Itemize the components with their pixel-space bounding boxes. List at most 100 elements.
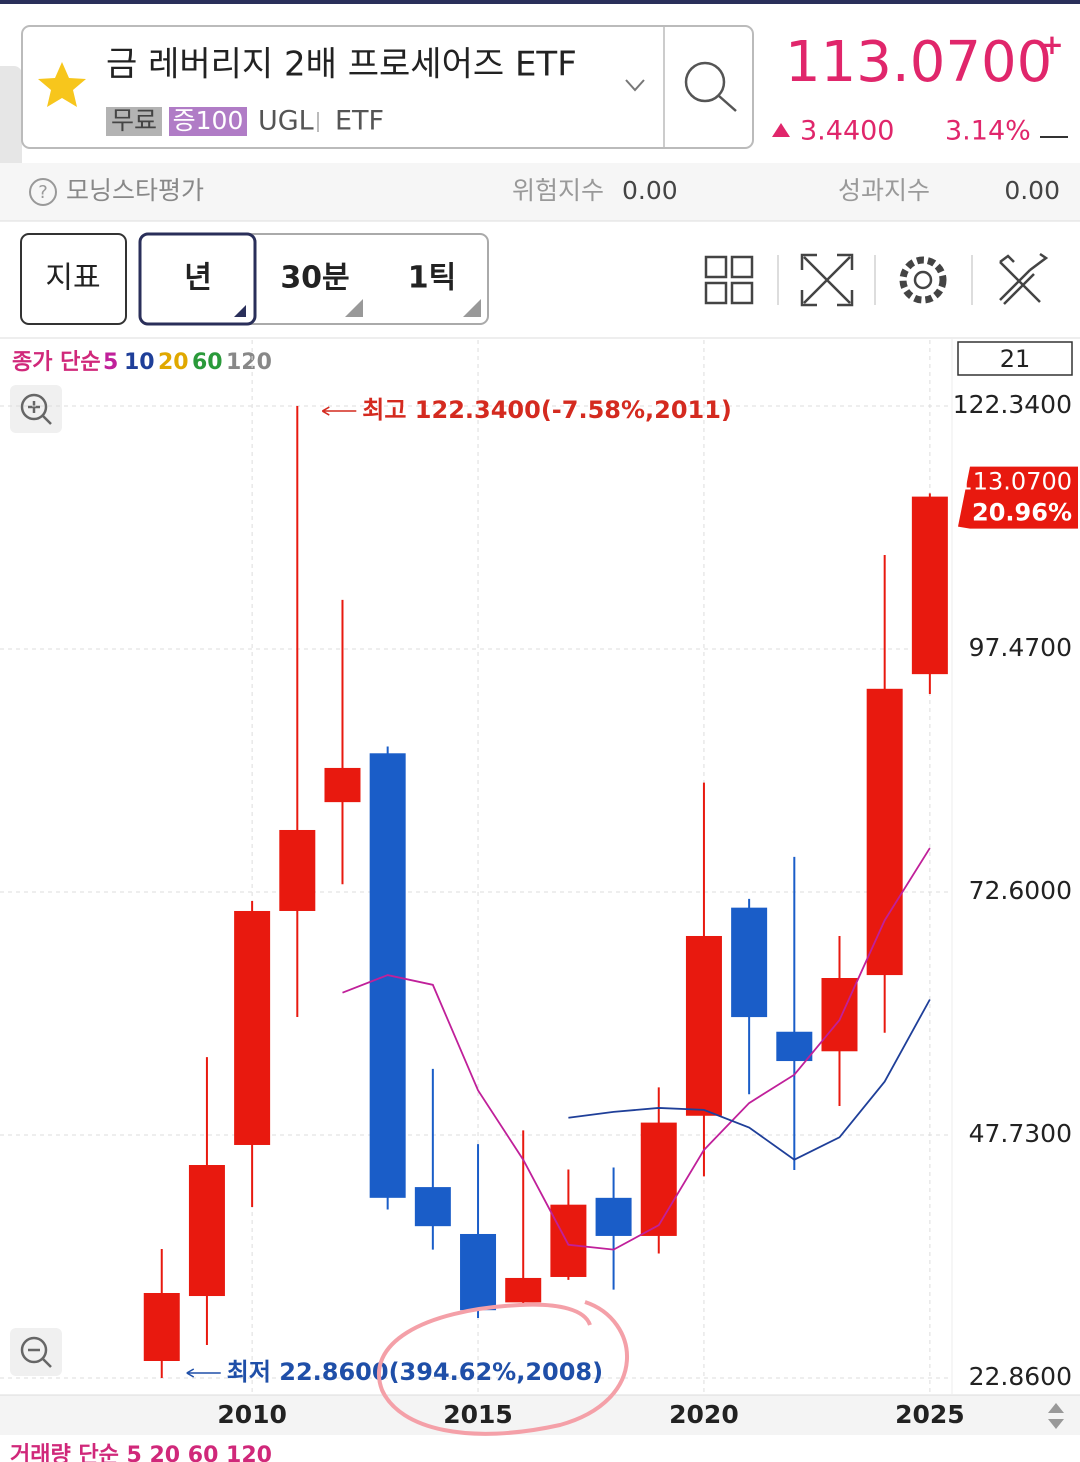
rating-value: 0.00 (622, 176, 678, 205)
price: 113.0700 (785, 30, 1052, 95)
volume-legend: 거래량 단순 5 20 60 120 (10, 1443, 272, 1462)
zoom-out[interactable] (10, 1328, 62, 1376)
candle-body (821, 978, 858, 1052)
legend-entry: 20 (158, 350, 189, 375)
candle-body (324, 767, 361, 803)
y-tick-label: 97.4700 (969, 633, 1072, 662)
icon-part (28, 401, 52, 425)
icon-part (730, 255, 754, 279)
corner-mark (345, 299, 363, 317)
period-label[interactable]: 30분 (280, 261, 349, 296)
badge (169, 107, 247, 136)
indicator-label: 지표 (45, 261, 100, 296)
stock-kind: ETF (335, 106, 384, 137)
rating-label[interactable]: 모닝스타평가 (66, 176, 204, 205)
icon-part (899, 256, 947, 304)
corner-mark (234, 305, 246, 317)
corner-mark (463, 299, 481, 317)
legend-entry: 60 (192, 350, 223, 375)
tools-icon[interactable] (999, 252, 1049, 305)
high-annotation: 최고 122.3400(-7.58%,2011) (362, 396, 732, 424)
hand-drawn-circle (376, 1300, 629, 1436)
rating-label: 성과지수 (838, 176, 930, 205)
stock-title[interactable]: 금 레버리지 2배 프로세어즈 ETF (106, 45, 577, 85)
period-label[interactable]: 년 (184, 261, 212, 296)
period-button-selected[interactable] (138, 232, 257, 326)
legend-entry: 5 (103, 350, 118, 375)
dropdown-chevron[interactable] (625, 79, 645, 92)
button-bg (10, 1328, 62, 1376)
candle-body (685, 935, 722, 1116)
icon-part (730, 281, 754, 305)
help-icon[interactable] (29, 178, 57, 206)
last-price-label: 113.0700 (957, 468, 1072, 496)
badge (106, 107, 162, 136)
last-price-tag (958, 466, 1078, 529)
price-change-pct: 3.14% (945, 116, 1031, 147)
icon-part (20, 1336, 48, 1364)
stock-code: UGL (258, 106, 314, 137)
candle-body (234, 910, 271, 1145)
legend-entry: 120 (226, 350, 272, 375)
badge-text: 증100 (173, 106, 244, 135)
count-box (957, 341, 1073, 376)
period-label[interactable]: 1틱 (408, 261, 456, 296)
y-tick-label: 72.6000 (969, 876, 1072, 905)
candle-body (776, 1031, 813, 1062)
scroll-arrows[interactable] (1048, 1403, 1064, 1429)
y-tick-label: 47.7300 (969, 1119, 1072, 1148)
icon-part (704, 281, 728, 305)
candle-body (595, 1197, 632, 1236)
candle-body (911, 496, 948, 675)
price-change: 3.4400 (800, 116, 894, 147)
plot: 5 10 20 60 120 22.8600 47.7300 72.6000 97.4700 12… (0, 340, 1078, 1429)
search-icon (684, 61, 726, 103)
candle-body (414, 1187, 451, 1227)
icon-part (28, 1348, 52, 1368)
y-tick-label: 22.8600 (969, 1362, 1072, 1391)
badge-text: 무료 (111, 106, 157, 135)
settings-icon[interactable] (899, 256, 947, 304)
x-tick-label: 2020 (669, 1400, 739, 1429)
search-icon (718, 95, 737, 112)
icon-part (800, 253, 854, 307)
icon-part (999, 252, 1049, 305)
candle-body (505, 1277, 542, 1303)
annotation-arrow (186, 1368, 221, 1378)
y-tick-label: 122.3400 (953, 390, 1072, 419)
x-tick-label: 2015 (443, 1400, 513, 1429)
last-price-change: 20.96% (972, 499, 1072, 527)
legend-entry: 10 (124, 350, 155, 375)
candle-body (279, 829, 316, 911)
low-annotation: 최저 22.8600(394.62%,2008) (227, 1358, 603, 1386)
candle-body (731, 907, 768, 1018)
icon-part (913, 270, 933, 290)
top-bar (0, 0, 1080, 4)
icon-part (704, 255, 728, 279)
icon-part (20, 393, 48, 421)
help-icon: ? (38, 182, 48, 203)
zoom-in[interactable] (10, 385, 62, 433)
candle-body (866, 688, 903, 976)
candle-body (460, 1233, 497, 1311)
legend-title: 종가 단순 (12, 350, 101, 375)
indicator-button[interactable] (20, 233, 127, 325)
x-tick-label: 2010 (217, 1400, 287, 1429)
fullscreen-icon[interactable] (800, 253, 854, 307)
count-box-text: 21 (1000, 345, 1031, 373)
ma-line (568, 999, 931, 1161)
layout-icon[interactable] (704, 255, 754, 305)
x-tick-label: 2025 (895, 1400, 965, 1429)
up-arrow (772, 123, 790, 137)
price-sign: + (1040, 28, 1063, 61)
favorite-star[interactable] (38, 62, 86, 107)
ratings-row (0, 163, 1080, 221)
button-bg (10, 385, 62, 433)
side-tab[interactable] (0, 66, 22, 190)
search-button[interactable] (684, 61, 737, 112)
annotation-arrow (321, 406, 357, 416)
ma-line (342, 847, 931, 1251)
candle-body (188, 1165, 225, 1297)
